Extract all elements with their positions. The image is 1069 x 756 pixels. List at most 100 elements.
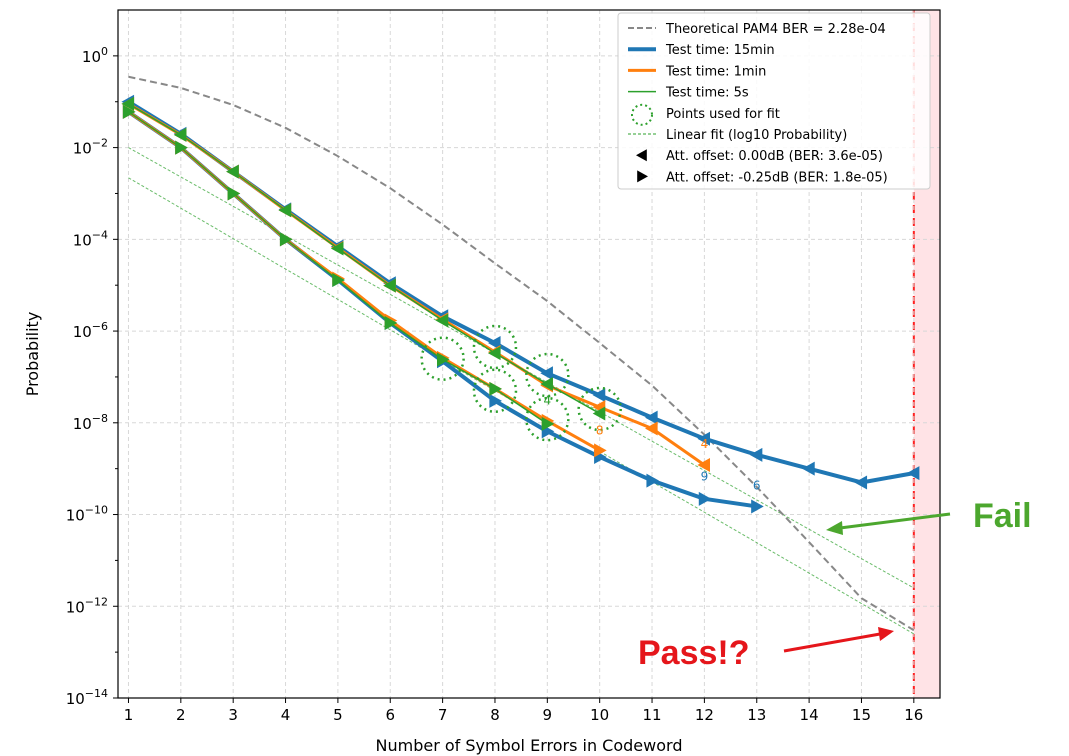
legend-swatch [636, 149, 647, 162]
legend-swatch [637, 170, 648, 183]
legend-swatch [631, 103, 653, 126]
y-tick-label: 10−6 [73, 320, 108, 341]
data-point [278, 203, 292, 218]
fail-arrow [839, 512, 951, 530]
data-point [592, 406, 606, 421]
data-point [226, 164, 239, 179]
data-point [487, 346, 501, 361]
legend-entry: Linear fit (log10 Probability) [666, 128, 847, 143]
data-point [437, 352, 450, 367]
point-labels: 4 8 4 9 6 [544, 394, 761, 493]
legend-entry: Theoretical PAM4 BER = 2.28e-04 [665, 22, 886, 37]
data-point [906, 466, 920, 481]
y-tick-label: 10−2 [73, 137, 108, 158]
fit-point-circle [420, 336, 465, 381]
fit-line [128, 177, 915, 635]
x-tick-label: 14 [800, 706, 819, 724]
x-tick-label: 7 [438, 706, 448, 724]
x-tick-label: 6 [385, 706, 395, 724]
y-tick-label: 10−12 [66, 595, 108, 616]
x-tick-label: 13 [747, 706, 766, 724]
point-count-label: 6 [753, 479, 761, 493]
x-tick-label: 2 [176, 706, 186, 724]
legend-entry: Points used for fit [666, 107, 780, 122]
data-point [487, 335, 501, 350]
pass-annotation: Pass!? [638, 634, 750, 672]
data-point [592, 388, 606, 403]
x-tick-label: 16 [904, 706, 923, 724]
y-ticks: 10−14 10−12 10−10 10−8 10−6 10−4 10−2 100 [66, 45, 118, 708]
data-point [594, 443, 607, 458]
fit-point-circle [577, 386, 622, 432]
legend-entry: Att. offset: 0.00dB (BER: 3.6e-05) [666, 149, 883, 164]
x-tick-label: 9 [543, 706, 553, 724]
data-point [384, 315, 398, 330]
point-count-label: 9 [701, 470, 709, 484]
x-axis-label: Number of Symbol Errors in Codeword [376, 736, 683, 755]
fit-point-circle [472, 368, 518, 413]
pass-arrow [783, 632, 881, 653]
x-tick-label: 5 [333, 706, 343, 724]
annotations: Fail Pass!? [638, 497, 1032, 672]
fit-point-circle [472, 324, 518, 370]
fit-point-circle [525, 352, 570, 398]
data-point [697, 458, 710, 473]
x-tick-label: 15 [852, 706, 871, 724]
data-point [330, 241, 344, 256]
data-point [122, 104, 136, 119]
x-tick-label: 4 [281, 706, 291, 724]
y-tick-label: 100 [82, 45, 108, 66]
x-tick-label: 8 [490, 706, 500, 724]
data-point [540, 377, 553, 392]
point-count-label: 4 [544, 394, 552, 408]
legend-entry: Test time: 15min [665, 43, 775, 58]
point-count-label: 8 [596, 424, 604, 438]
data-point [175, 140, 188, 155]
legend-box [617, 12, 931, 190]
y-axis-label: Probability [23, 312, 42, 397]
data-point [540, 366, 553, 381]
pass-arrowhead [878, 627, 894, 641]
data-point [383, 278, 396, 293]
data-point [227, 186, 241, 201]
theory-curve [128, 75, 915, 632]
data-point [751, 499, 764, 514]
data-point [541, 416, 555, 431]
x-tick-label: 12 [695, 706, 714, 724]
series-group [121, 94, 920, 514]
data-point [489, 381, 502, 396]
data-point [173, 127, 187, 142]
x-tick-label: 10 [590, 706, 609, 724]
legend-entry: Att. offset: -0.25dB (BER: 1.8e-05) [666, 170, 888, 185]
legend: Theoretical PAM4 BER = 2.28e-04 Test time… [617, 12, 931, 190]
x-tick-label: 11 [642, 706, 661, 724]
data-point [435, 313, 449, 328]
data-point [697, 431, 710, 446]
x-tick-label: 1 [124, 706, 134, 724]
x-ticks: 1 2 3 4 5 6 7 8 9 10 11 12 13 14 15 16 [124, 698, 923, 724]
data-point [489, 393, 502, 408]
theoretical-curve [128, 75, 915, 632]
fail-annotation: Fail [973, 497, 1032, 535]
data-point [698, 491, 712, 506]
data-point [749, 447, 763, 462]
data-point [802, 461, 815, 476]
y-tick-label: 10−8 [73, 412, 108, 433]
legend-entry: Test time: 1min [665, 64, 766, 79]
data-point [279, 232, 293, 247]
data-point [854, 475, 868, 490]
data-point [121, 96, 135, 111]
data-point [645, 421, 658, 436]
data-point [646, 473, 660, 488]
fit-lines [128, 147, 915, 635]
fail-arrowhead [826, 521, 843, 535]
y-tick-label: 10−4 [73, 228, 108, 249]
data-point [645, 410, 658, 425]
plot-frame [117, 9, 941, 699]
fit-point-circle [525, 396, 570, 442]
point-count-label: 4 [701, 437, 709, 451]
x-tick-label: 3 [228, 706, 238, 724]
y-tick-label: 10−14 [66, 687, 108, 708]
y-tick-label: 10−10 [66, 504, 108, 525]
